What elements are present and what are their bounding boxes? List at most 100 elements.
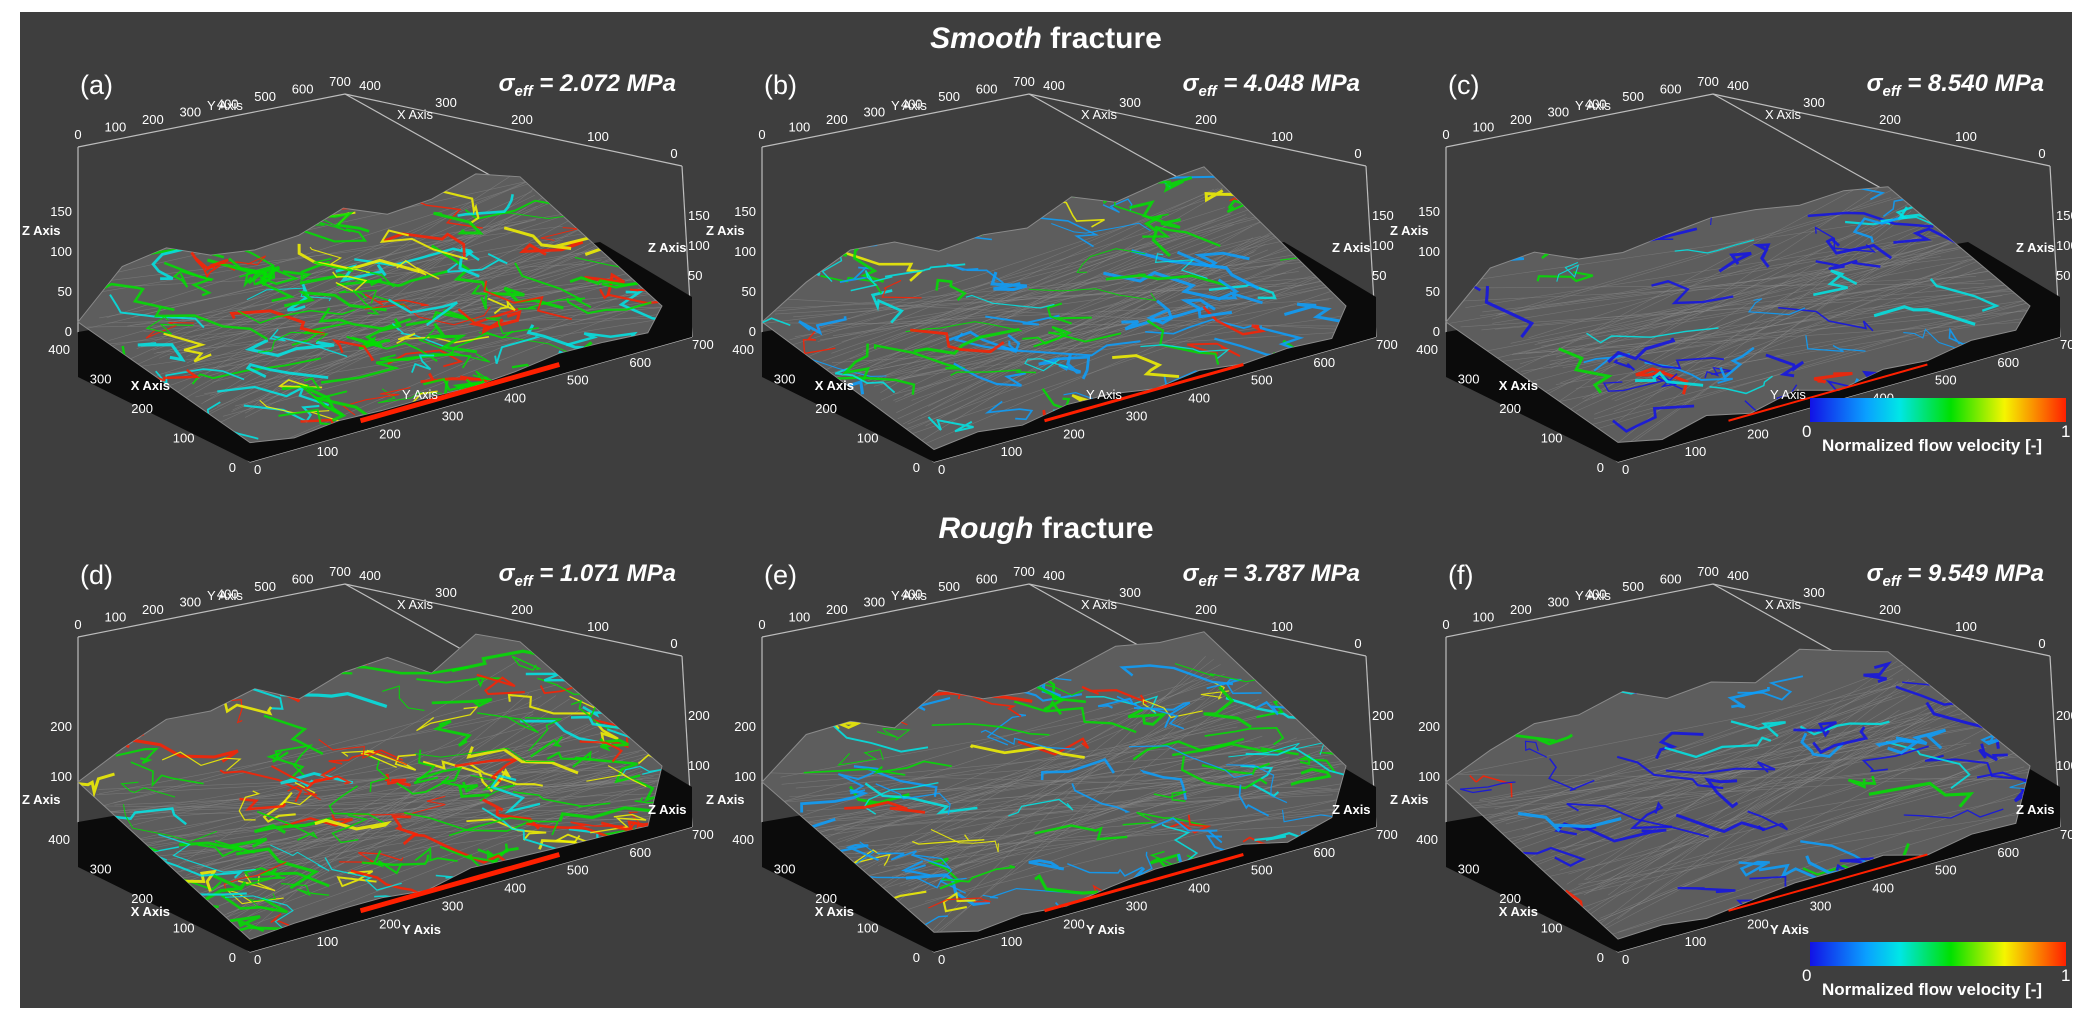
surface-ridge	[1562, 766, 2025, 894]
flow-channel	[1226, 199, 1249, 214]
flow-channel	[522, 909, 575, 940]
top-y-tick: 600	[1660, 572, 1682, 587]
flow-channel	[1524, 740, 1548, 758]
flow-channel	[567, 908, 662, 930]
surface-ridge	[865, 314, 1346, 384]
top-x-tick: 300	[435, 95, 457, 110]
flow-channel	[1885, 740, 1971, 789]
effective-stress-label: σeff = 4.048 MPa	[1182, 70, 1360, 100]
surface-ridge	[1518, 244, 1938, 355]
flow-channel	[340, 750, 397, 768]
flow-channel	[483, 280, 573, 321]
surface-ridge	[178, 244, 619, 355]
flow-channel	[1651, 280, 1734, 305]
flow-channel	[229, 309, 326, 336]
front-y-tick: 600	[1313, 355, 1335, 370]
front-y-tick: 600	[629, 845, 651, 860]
surface-ridge	[1475, 727, 1974, 808]
flow-channel	[1153, 790, 1187, 803]
surface-ridge	[219, 753, 608, 906]
flow-channel	[229, 915, 265, 933]
flow-channel	[593, 882, 643, 899]
top-y-tick: 0	[758, 617, 765, 632]
surface-ridge	[821, 188, 1215, 372]
flow-channel	[379, 173, 446, 181]
front-y-tick: 400	[1872, 881, 1894, 896]
flow-channel	[618, 857, 637, 871]
flow-channel	[1231, 398, 1273, 427]
surface-ridge	[863, 297, 1334, 385]
surface-ridge	[1541, 269, 1996, 347]
front-y-axis-label: Y Axis	[402, 387, 438, 402]
front-x-axis-label: X Axis	[815, 378, 854, 393]
surface-ridge	[834, 788, 1346, 831]
flow-channel	[154, 700, 203, 715]
panel-label: (c)	[1448, 70, 1480, 100]
flow-channel	[850, 270, 893, 292]
flow-channel	[1287, 228, 1328, 249]
left-z-axis-label: Z Axis	[706, 223, 745, 238]
surface-ridge	[1586, 744, 1967, 880]
flow-channel	[608, 407, 645, 443]
top-x-axis-label: X Axis	[397, 597, 434, 612]
top-y-tick: 700	[329, 564, 351, 579]
front-x-tick: 300	[90, 372, 112, 387]
flow-channel	[511, 655, 542, 672]
surface-ridge	[880, 219, 1266, 401]
top-y-tick: 200	[1510, 602, 1532, 617]
front-y-tick: 0	[938, 952, 945, 967]
right-z-tick: 100	[2056, 238, 2078, 253]
flow-channel	[383, 232, 466, 258]
top-x-tick: 200	[1879, 112, 1901, 127]
flow-channel	[1903, 808, 2004, 819]
surface-ridge	[245, 284, 648, 443]
top-x-axis-label: X Axis	[397, 107, 434, 122]
surface-ridge	[1465, 229, 1974, 308]
flow-channel	[217, 384, 330, 407]
flow-channel	[1677, 886, 1736, 894]
surface-ridge	[222, 297, 662, 417]
flow-channel	[1584, 677, 1640, 695]
surface-ridge	[780, 698, 1205, 778]
flow-channel	[248, 893, 276, 912]
flow-channel	[565, 331, 638, 347]
flow-channel	[841, 343, 870, 381]
flow-channel	[1204, 726, 1285, 746]
surface-ridge	[810, 673, 1225, 845]
left-z-axis-label: Z Axis	[1390, 223, 1429, 238]
flow-channel	[396, 332, 490, 344]
flow-channel	[984, 400, 1034, 421]
left-z-axis-label: Z Axis	[22, 223, 61, 238]
front-y-axis-label: Y Axis	[1086, 387, 1122, 402]
flow-channel	[586, 765, 647, 788]
surface-ridge	[98, 711, 534, 795]
flow-channel	[220, 893, 289, 914]
flow-channel	[1076, 248, 1146, 273]
surface-ridge	[1551, 186, 1891, 354]
flow-channel	[454, 758, 518, 783]
surface-ridge	[901, 286, 1344, 438]
top-x-tick: 300	[1803, 95, 1825, 110]
flow-channel	[1036, 685, 1066, 716]
flow-channel	[1558, 347, 1613, 394]
right-z-tick: 50	[2056, 268, 2070, 283]
flow-channel	[1034, 824, 1128, 841]
flow-channel	[1022, 332, 1122, 345]
top-x-tick: 100	[1955, 619, 1977, 634]
flow-channel	[629, 288, 662, 302]
top-y-tick: 700	[1697, 74, 1719, 89]
surface-ridge	[1525, 307, 2030, 354]
top-x-tick: 0	[2038, 146, 2045, 161]
flow-channel	[304, 766, 337, 790]
flow-channel	[266, 750, 305, 781]
flow-channel	[1861, 745, 1929, 773]
flow-channel	[277, 379, 323, 389]
surface-ridge	[895, 743, 1341, 895]
flow-channel	[1129, 200, 1181, 229]
flow-channel	[942, 196, 982, 218]
colorbar-smooth: 0 1 Normalized flow velocity [-]	[1782, 398, 2072, 468]
surface-ridge	[186, 199, 557, 357]
fracture-surface-plot: 0 100 200 300 400 500 600 700 400 300 200 100 0 400 30…	[706, 564, 1398, 967]
front-x-tick: 100	[1541, 921, 1563, 936]
flow-channel	[494, 335, 541, 364]
